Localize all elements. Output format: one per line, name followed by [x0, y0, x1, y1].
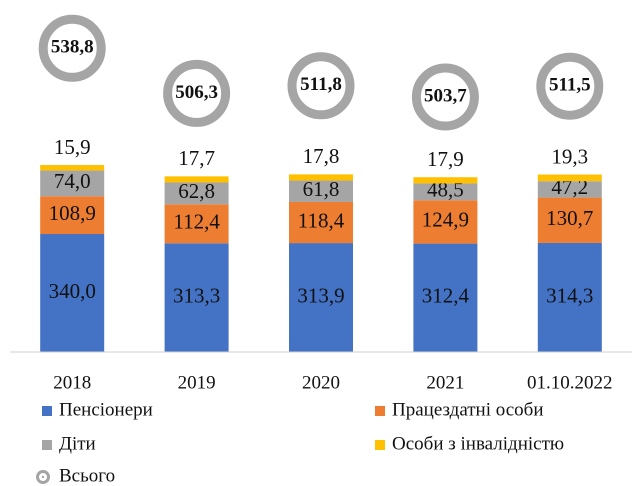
data-label: 19,3 [551, 144, 588, 168]
data-label: 74,0 [54, 169, 91, 193]
total-label: 511,5 [549, 75, 591, 96]
x-tick-label: 2021 [426, 372, 464, 393]
data-label: 340,0 [49, 279, 96, 303]
data-label: 17,9 [427, 147, 464, 171]
bar-segment [537, 174, 602, 182]
legend-label: Всього [59, 465, 115, 486]
x-tick-label: 2019 [178, 372, 216, 393]
x-tick-label: 2020 [302, 372, 340, 393]
x-tick-label: 2018 [53, 372, 91, 393]
bar-segment [537, 197, 602, 243]
total-label: 503,7 [424, 85, 467, 106]
bar-segment [289, 201, 353, 244]
bar-segment [413, 183, 478, 201]
bar-segment [413, 177, 478, 184]
legend-swatch [42, 406, 52, 416]
legend-label: Пенсіонери [59, 399, 153, 420]
data-label: 62,8 [178, 179, 215, 203]
legend-marker-dot [41, 475, 45, 479]
bar-segment [289, 180, 353, 202]
data-label: 61,8 [303, 177, 340, 201]
bar-segment [164, 176, 229, 183]
legend-swatch [42, 440, 52, 450]
bar-segment [40, 170, 105, 197]
bar-segment [537, 242, 602, 352]
x-tick-label: 01.10.2022 [527, 372, 613, 393]
legend-label: Працездатні особи [392, 399, 544, 420]
data-label: 17,8 [303, 144, 340, 168]
legend-swatch [375, 406, 385, 416]
total-marker [536, 52, 604, 120]
total-marker [38, 14, 106, 82]
data-label: 17,7 [178, 146, 215, 170]
bar-segment [40, 196, 105, 235]
bar-segment [164, 182, 229, 205]
bar-segment [164, 243, 229, 352]
total-label: 506,3 [175, 82, 218, 103]
data-label: 15,9 [54, 135, 91, 159]
total-label: 538,8 [51, 37, 94, 58]
bar-segment [413, 200, 478, 244]
data-label: 312,4 [422, 284, 470, 308]
bar-segment [289, 174, 353, 181]
total-label: 511,8 [300, 74, 342, 95]
bar-segment [289, 243, 353, 352]
data-label: 108,9 [49, 201, 96, 225]
data-label: 124,9 [422, 208, 469, 232]
data-label: 130,7 [546, 206, 593, 230]
total-marker [411, 63, 479, 131]
data-label: 118,4 [298, 208, 345, 232]
data-label: 313,3 [173, 283, 220, 307]
bar-segment [40, 165, 105, 171]
bar-segment [413, 243, 478, 352]
data-label: 112,4 [173, 210, 220, 234]
bar-segment [164, 204, 229, 244]
bar-segment [537, 181, 602, 198]
total-marker [287, 52, 355, 120]
data-label: 314,3 [546, 283, 593, 307]
legend-label: Діти [59, 433, 96, 454]
data-label: 313,9 [297, 283, 344, 307]
bar-segment [40, 234, 105, 352]
total-marker [163, 59, 231, 127]
legend-label: Особи з інвалідністю [392, 433, 564, 454]
legend-swatch [375, 440, 385, 450]
